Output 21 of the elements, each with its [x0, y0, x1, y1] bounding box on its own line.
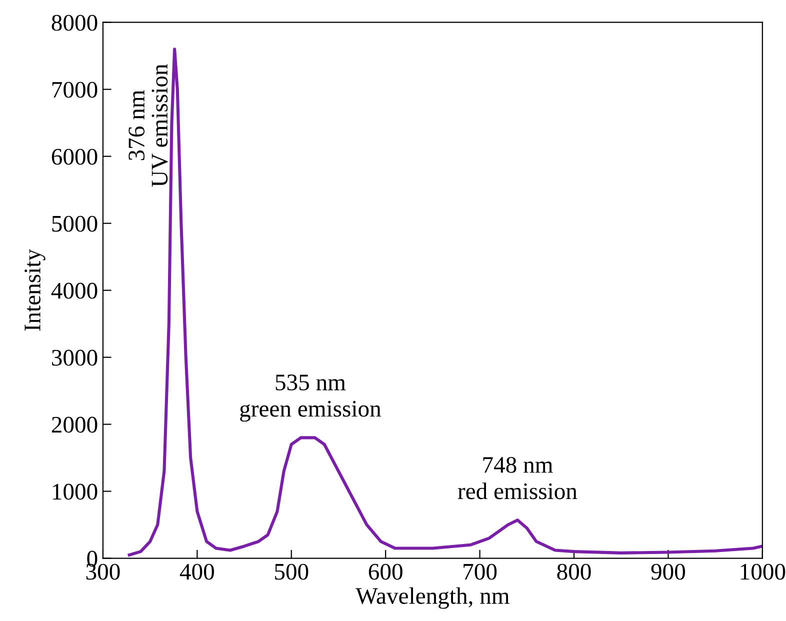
line-series [128, 48, 762, 556]
annotation: 376 nm UV emission [128, 64, 168, 187]
x-tick-label: 1000 [740, 564, 786, 580]
y-tick-label: 8000 [52, 14, 98, 31]
x-axis-title: Wavelength, nm [356, 587, 510, 609]
x-tick-label: 800 [557, 564, 591, 580]
y-axis-title: Intensity [24, 249, 46, 331]
y-tick-label: 2000 [52, 416, 98, 433]
x-tick-label: 600 [368, 564, 402, 580]
annotation: 535 nm green emission [240, 374, 382, 422]
annotation: 748 nm red emission [458, 456, 578, 500]
y-tick-label: 3000 [52, 350, 98, 366]
x-tick-label: 400 [180, 564, 214, 580]
y-tick-label: 7000 [52, 82, 98, 98]
x-tick-label: 700 [464, 564, 497, 580]
y-tick-label: 4000 [51, 282, 98, 299]
x-tick-label: 500 [275, 564, 308, 580]
y-tick-label: 5000 [52, 216, 98, 232]
y-tick-label: 1000 [52, 484, 98, 500]
y-tick-label: 6000 [52, 148, 98, 165]
x-tick-label: 900 [651, 564, 686, 580]
